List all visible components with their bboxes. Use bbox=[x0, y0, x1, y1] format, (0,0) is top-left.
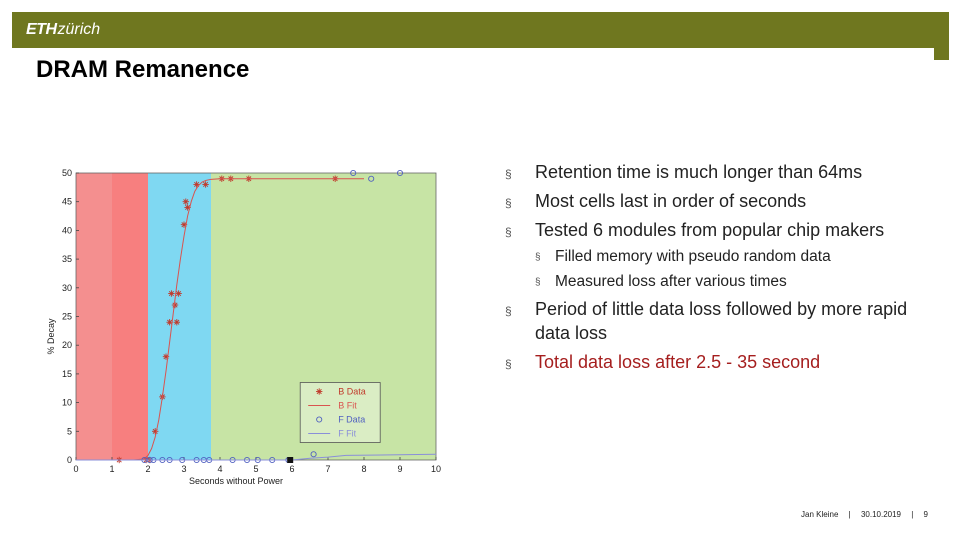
chart-legend bbox=[299, 382, 381, 443]
bullet-list: § Retention time is much longer than 64ms… bbox=[505, 160, 945, 379]
bullet-text: Most cells last in order of seconds bbox=[535, 191, 807, 211]
legend-label: F Fit bbox=[338, 429, 356, 439]
bullet-marker-icon: § bbox=[505, 304, 512, 318]
data-point-b bbox=[168, 290, 175, 297]
bullet-marker-icon: § bbox=[505, 225, 512, 239]
x-tick-label: 9 bbox=[397, 464, 402, 474]
sub-bullet-item: § Measured loss after various times bbox=[505, 272, 945, 292]
legend-swatch bbox=[316, 416, 323, 423]
bullet-item: § Period of little data loss followed by … bbox=[505, 297, 945, 345]
chart-region-3 bbox=[211, 173, 436, 460]
y-tick-label: 5 bbox=[67, 426, 72, 436]
legend-label: B Data bbox=[338, 387, 366, 397]
sub-bullet-marker-icon: § bbox=[535, 252, 541, 263]
legend-label: F Data bbox=[338, 415, 365, 425]
sub-bullet-marker-icon: § bbox=[535, 277, 541, 288]
legend-swatch bbox=[316, 388, 323, 395]
slide-footer: Jan Kleine | 30.10.2019 | 9 bbox=[797, 510, 932, 519]
y-tick-label: 20 bbox=[62, 340, 72, 350]
x-tick-label: 0 bbox=[73, 464, 78, 474]
bullet-item: § Tested 6 modules from popular chip make… bbox=[505, 218, 945, 242]
y-tick-label: 45 bbox=[62, 197, 72, 207]
sub-bullet-text: Filled memory with pseudo random data bbox=[555, 248, 831, 265]
series-line-f-fit bbox=[76, 453, 437, 461]
bullet-marker-icon: § bbox=[505, 167, 512, 181]
bullet-marker-icon: § bbox=[505, 357, 512, 371]
bullet-item-highlight: § Total data loss after 2.5 - 35 second bbox=[505, 350, 945, 374]
data-point-f bbox=[396, 169, 404, 177]
x-axis-label: Seconds without Power bbox=[189, 476, 283, 486]
y-tick-label: 30 bbox=[62, 283, 72, 293]
data-point-f bbox=[368, 175, 375, 182]
decay-chart: 0 1 2 3 4 5 6 7 8 9 1005101520253035404550Seconds … bbox=[46, 168, 441, 486]
y-tick-label: 15 bbox=[62, 369, 72, 379]
footer-page-number: 9 bbox=[923, 510, 928, 519]
chart-region-0 bbox=[76, 173, 112, 460]
footer-separator: | bbox=[911, 510, 914, 519]
bullet-marker-icon: § bbox=[505, 196, 512, 210]
footer-author: Jan Kleine bbox=[801, 510, 839, 519]
x-tick-label: 5 bbox=[253, 464, 258, 474]
bullet-item: § Most cells last in order of seconds bbox=[505, 189, 945, 213]
header-bar-notch bbox=[934, 48, 949, 60]
footer-separator: | bbox=[848, 510, 851, 519]
data-point-f bbox=[310, 451, 317, 458]
slide-title: DRAM Remanence bbox=[36, 56, 250, 83]
x-tick-label: 1 bbox=[109, 464, 114, 474]
bullet-text-highlight: Total data loss after 2.5 - 35 second bbox=[535, 352, 821, 372]
series-line-b-fit bbox=[76, 178, 364, 461]
data-point-f bbox=[350, 169, 357, 177]
logo-eth-text: ETH bbox=[26, 21, 57, 38]
chart-region-2 bbox=[148, 173, 211, 460]
x-tick-label: 3 bbox=[181, 464, 186, 474]
y-tick-label: 40 bbox=[62, 225, 72, 235]
bullet-text: Tested 6 modules from popular chip maker… bbox=[535, 220, 885, 240]
logo-zurich-text: zürich bbox=[57, 21, 101, 38]
y-tick-label: 0 bbox=[67, 455, 72, 465]
y-axis-label: % Decay bbox=[46, 318, 56, 355]
x-tick-label: 6 bbox=[289, 464, 294, 474]
footer-date: 30.10.2019 bbox=[860, 510, 901, 519]
x-tick-label: 2 bbox=[145, 464, 150, 474]
x-tick-label: 7 bbox=[325, 464, 330, 474]
bullet-text: Retention time is much longer than 64ms bbox=[535, 162, 863, 182]
chart-region-1 bbox=[112, 173, 148, 460]
x-tick-label: 4 bbox=[217, 464, 222, 474]
eth-logo: ETHzürich bbox=[26, 20, 100, 40]
y-tick-label: 25 bbox=[62, 312, 72, 322]
bullet-item: § Retention time is much longer than 64ms bbox=[505, 160, 945, 184]
data-point-b bbox=[202, 181, 209, 188]
data-point-b bbox=[193, 181, 200, 188]
y-tick-label: 35 bbox=[62, 254, 72, 264]
sub-bullet-text: Measured loss after various times bbox=[555, 273, 787, 290]
x-tick-label: 8 bbox=[361, 464, 366, 474]
sub-bullet-item: § Filled memory with pseudo random data bbox=[505, 247, 945, 267]
y-tick-label: 50 bbox=[62, 168, 72, 178]
header-bar bbox=[12, 12, 949, 48]
data-point-b bbox=[173, 319, 180, 326]
bullet-text: Period of little data loss followed by m… bbox=[535, 299, 908, 343]
y-tick-label: 10 bbox=[62, 398, 72, 408]
data-point-b bbox=[171, 301, 179, 309]
black-square-marker bbox=[287, 457, 294, 463]
data-point-b bbox=[175, 290, 182, 297]
data-point-b bbox=[182, 198, 189, 205]
legend-label: B Fit bbox=[338, 401, 357, 411]
x-tick-label: 10 bbox=[431, 464, 441, 474]
